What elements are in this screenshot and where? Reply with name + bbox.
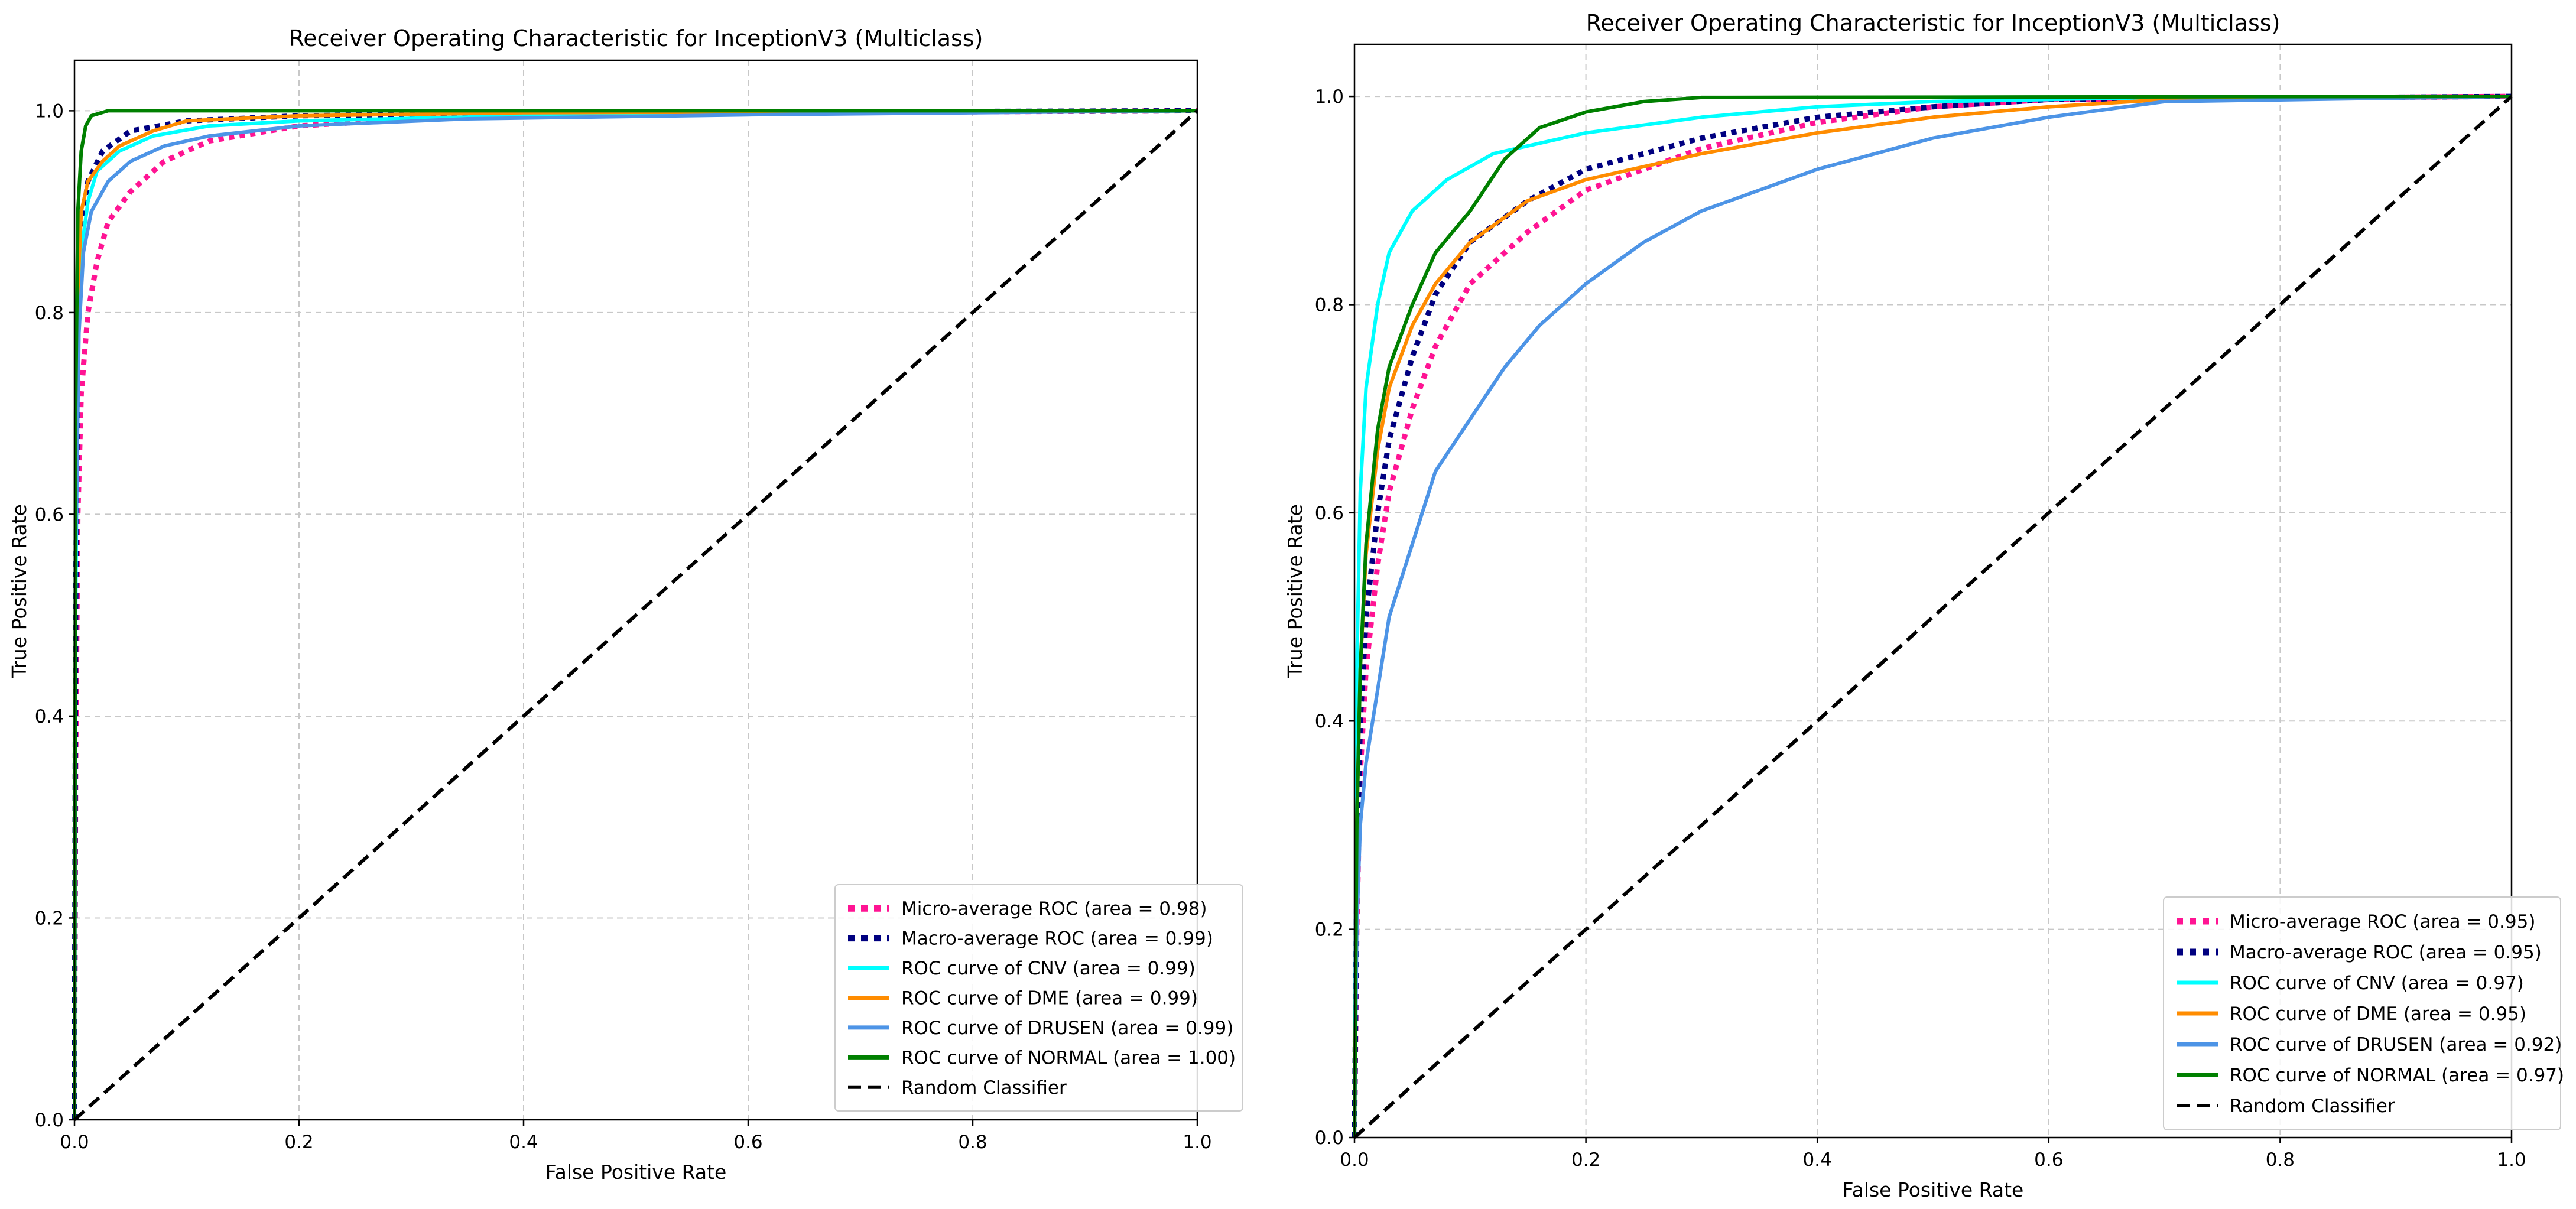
legend-label: ROC curve of CNV (area = 0.97): [2230, 973, 2524, 994]
y-tick-label: 0.8: [35, 303, 64, 324]
y-tick-label: 0.6: [35, 504, 64, 525]
legend-label: Micro-average ROC (area = 0.98): [901, 898, 1207, 919]
chart-title: Receiver Operating Characteristic for In…: [1586, 10, 2281, 36]
legend-label: Micro-average ROC (area = 0.95): [2230, 911, 2535, 932]
roc-series-line-5: [1353, 95, 2512, 1138]
x-tick-label: 0.4: [509, 1132, 538, 1153]
x-axis-label: False Positive Rate: [545, 1161, 727, 1184]
y-tick-label: 1.0: [1315, 86, 1344, 108]
roc-series-line-1: [1352, 93, 2512, 1138]
legend-label: ROC curve of DME (area = 0.95): [2230, 1003, 2526, 1025]
y-tick-label: 0.0: [35, 1110, 64, 1131]
series-group: [72, 108, 1199, 1122]
legend-label: ROC curve of DME (area = 0.99): [901, 988, 1198, 1009]
legend-label: ROC curve of DRUSEN (area = 0.92): [2230, 1034, 2562, 1055]
roc-series-line-6: [1353, 95, 2512, 1138]
x-tick-label: 1.0: [1183, 1132, 1211, 1153]
legend-label: ROC curve of NORMAL (area = 1.00): [901, 1047, 1236, 1068]
legend-label: Macro-average ROC (area = 0.99): [901, 928, 1213, 950]
y-tick-label: 0.2: [1315, 919, 1344, 941]
axes-frame: [1353, 43, 2513, 1139]
legend-label: Random Classifier: [901, 1077, 1067, 1098]
roc-series-line-7: [1353, 95, 2513, 1139]
roc-series-line-7: [73, 109, 1199, 1122]
roc-series-line-3: [1353, 95, 2512, 1138]
x-tick-label: 0.0: [60, 1132, 89, 1153]
x-tick-label: 0.0: [1340, 1149, 1369, 1171]
legend: Micro-average ROC (area = 0.98) Macro-ave…: [834, 884, 1243, 1112]
legend: Micro-average ROC (area = 0.95) Macro-ave…: [2163, 896, 2564, 1130]
y-axis-label: True Positive Rate: [1284, 504, 1307, 678]
roc-series-line-5: [73, 109, 1198, 1120]
axes-frame: [73, 59, 1198, 1121]
legend-box: [834, 884, 1243, 1112]
legend-label: Macro-average ROC (area = 0.95): [2230, 942, 2542, 963]
roc-series-line-1: [72, 108, 1198, 1120]
y-tick-label: 0.4: [1315, 711, 1344, 732]
y-tick-label: 0.8: [1315, 294, 1344, 316]
legend-label: ROC curve of NORMAL (area = 0.97): [2230, 1065, 2564, 1086]
roc-series-line-6: [73, 109, 1197, 1120]
y-tick-label: 0.6: [1315, 503, 1344, 524]
y-axis-label: True Positive Rate: [8, 504, 31, 678]
legend-label: ROC curve of CNV (area = 0.99): [901, 958, 1196, 979]
x-tick-label: 0.2: [284, 1132, 313, 1153]
legend-label: ROC curve of DRUSEN (area = 0.99): [901, 1018, 1233, 1039]
legend-label: Random Classifier: [2230, 1096, 2395, 1117]
x-tick-label: 0.8: [2266, 1149, 2295, 1171]
y-tick-label: 0.4: [35, 706, 64, 727]
y-tick-label: 0.0: [1315, 1127, 1344, 1149]
y-tick-label: 1.0: [35, 100, 64, 122]
x-tick-label: 1.0: [2497, 1149, 2526, 1171]
y-tick-label: 0.2: [35, 908, 64, 929]
x-tick-label: 0.6: [2034, 1149, 2063, 1171]
series-group: [1352, 93, 2513, 1139]
roc-series-line-2: [1352, 93, 2512, 1138]
x-tick-label: 0.4: [1803, 1149, 1832, 1171]
legend-box: [2163, 896, 2561, 1130]
chart-title: Receiver Operating Characteristic for In…: [289, 25, 983, 51]
x-tick-label: 0.2: [1571, 1149, 1600, 1171]
roc-chart-1: 0.0 0.2 0.4 0.6 0.8 1.0 0.0 0.2 0.4 0.6 0.8 1.0 Rece…: [8, 25, 1243, 1184]
x-tick-label: 0.6: [733, 1132, 762, 1153]
x-axis-label: False Positive Rate: [1843, 1178, 2024, 1201]
x-tick-label: 0.8: [958, 1132, 987, 1153]
roc-chart-2: 0.0 0.2 0.4 0.6 0.8 1.0 0.0 0.2 0.4 0.6 0.8 1.0 Rece…: [1284, 10, 2564, 1201]
